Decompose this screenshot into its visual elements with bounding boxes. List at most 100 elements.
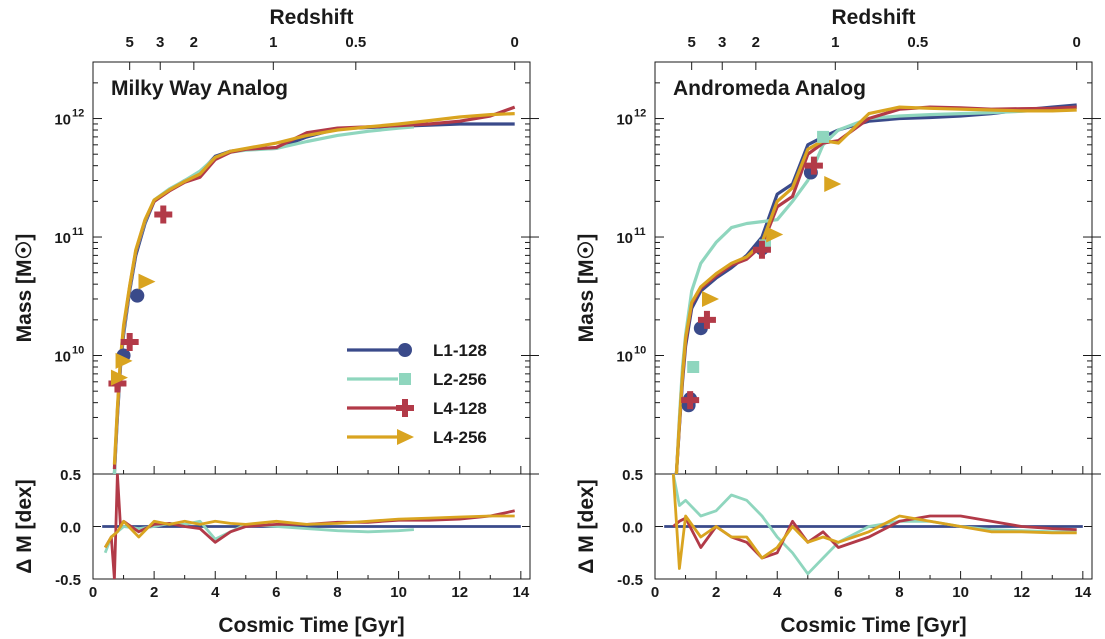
legend-marker-L4-256	[397, 429, 414, 445]
residual-line-L2-256	[671, 474, 1077, 576]
data-marker-L4-256	[110, 369, 128, 386]
x-tick-label: 2	[712, 584, 720, 601]
y-tick-exponent: 12	[634, 108, 646, 120]
redshift-tick-label: 2	[752, 34, 760, 51]
y-axis-title: Mass [M☉]	[575, 234, 598, 343]
res-y-tick-label: 0.0	[622, 520, 643, 537]
y-tick-label: 10	[54, 349, 71, 366]
data-marker-L4-128	[697, 310, 716, 329]
redshift-tick-label: 5	[125, 34, 133, 51]
x-tick-label: 0	[651, 584, 659, 601]
x-tick-label: 4	[773, 584, 782, 601]
x-tick-label: 8	[333, 584, 341, 601]
panel-title: Andromeda Analog	[673, 77, 866, 100]
x-tick-label: 8	[895, 584, 903, 601]
legend-label: L4-256	[433, 428, 487, 447]
x-tick-label: 6	[272, 584, 280, 601]
redshift-tick-label: 2	[190, 34, 198, 51]
data-marker-L2-256	[817, 130, 830, 143]
residual-series-group	[102, 474, 521, 579]
legend-label: L4-128	[433, 399, 487, 418]
x-tick-label: 6	[834, 584, 842, 601]
res-y-tick-label: 0.5	[622, 467, 643, 484]
main-series-group	[674, 103, 1077, 474]
legend-marker-L4-128	[396, 399, 414, 417]
x-axis-title: Cosmic Time [Gyr]	[218, 614, 404, 637]
data-marker-L4-256	[824, 176, 842, 193]
residual-line-L2-256	[103, 519, 415, 554]
plot-frame	[654, 61, 1093, 580]
series-line-L2-256	[112, 125, 415, 474]
y-tick-exponent: 12	[72, 108, 84, 120]
panel-title: Milky Way Analog	[111, 77, 288, 100]
x-axis-title: Cosmic Time [Gyr]	[780, 614, 966, 637]
data-marker-L4-256	[115, 352, 133, 369]
res-y-tick-label: 0.0	[60, 520, 81, 537]
x-tick-label: 12	[451, 584, 468, 601]
data-marker-L4-128	[120, 333, 139, 352]
y-tick-exponent: 11	[72, 226, 84, 238]
residual-series-group	[664, 474, 1083, 576]
y-tick-exponent: 10	[72, 345, 84, 357]
legend-marker-L1-128	[398, 343, 412, 357]
legend-label: L2-256	[433, 370, 487, 389]
redshift-tick-label: 1	[269, 34, 277, 51]
res-y-tick-label: -0.5	[55, 572, 81, 589]
y-tick-label: 10	[616, 112, 633, 129]
redshift-tick-label: 0.5	[907, 34, 928, 51]
main-series-group	[108, 105, 516, 474]
redshift-axis-title: Redshift	[832, 6, 916, 29]
x-tick-label: 14	[1074, 584, 1091, 601]
data-marker-L4-256	[702, 290, 720, 307]
redshift-tick-label: 3	[718, 34, 726, 51]
redshift-tick-label: 1	[831, 34, 839, 51]
residual-line-L4-256	[671, 474, 1077, 570]
data-marker-L4-128	[108, 374, 127, 393]
series-line-L4-256	[112, 112, 515, 465]
x-tick-label: 14	[512, 584, 529, 601]
data-marker-L4-128	[154, 205, 173, 224]
data-marker-L4-256	[138, 273, 156, 290]
res-y-axis-title: Δ M [dex]	[13, 479, 36, 573]
redshift-tick-label: 5	[687, 34, 695, 51]
series-line-L1-128	[674, 103, 1077, 474]
legend-label: L1-128	[433, 341, 487, 360]
res-y-tick-label: 0.5	[60, 467, 81, 484]
series-line-L4-128	[674, 105, 1077, 474]
redshift-tick-label: 0	[1073, 34, 1081, 51]
plot-frame	[92, 61, 531, 580]
y-axis-title: Mass [M☉]	[13, 234, 36, 343]
residual-line-L4-256	[103, 514, 515, 549]
y-tick-label: 10	[54, 112, 71, 129]
y-tick-exponent: 10	[634, 345, 646, 357]
res-y-tick-label: -0.5	[617, 572, 643, 589]
data-marker-L4-256	[766, 226, 784, 243]
x-tick-label: 10	[952, 584, 969, 601]
x-tick-label: 12	[1013, 584, 1030, 601]
res-y-axis-title: Δ M [dex]	[575, 479, 598, 573]
y-tick-label: 10	[54, 230, 71, 247]
redshift-tick-label: 3	[156, 34, 164, 51]
data-marker-L1-128	[130, 288, 145, 303]
legend-marker-L2-256	[399, 373, 411, 385]
x-tick-label: 10	[390, 584, 407, 601]
y-tick-label: 10	[616, 230, 633, 247]
redshift-axis-title: Redshift	[270, 6, 354, 29]
y-tick-label: 10	[616, 349, 633, 366]
data-marker-L4-128	[681, 391, 700, 410]
residual-line-L4-128	[103, 474, 515, 579]
data-marker-L4-128	[804, 156, 823, 175]
series-line-L4-256	[674, 105, 1077, 474]
data-marker-L4-128	[752, 240, 771, 259]
legend: L1-128 L2-256 L4-128 L4-256	[347, 341, 487, 447]
x-tick-label: 2	[150, 584, 158, 601]
x-tick-label: 0	[89, 584, 97, 601]
series-line-L1-128	[112, 122, 515, 474]
redshift-tick-label: 0	[511, 34, 519, 51]
x-tick-label: 4	[211, 584, 220, 601]
redshift-tick-label: 0.5	[345, 34, 366, 51]
series-line-L2-256	[674, 105, 1077, 474]
